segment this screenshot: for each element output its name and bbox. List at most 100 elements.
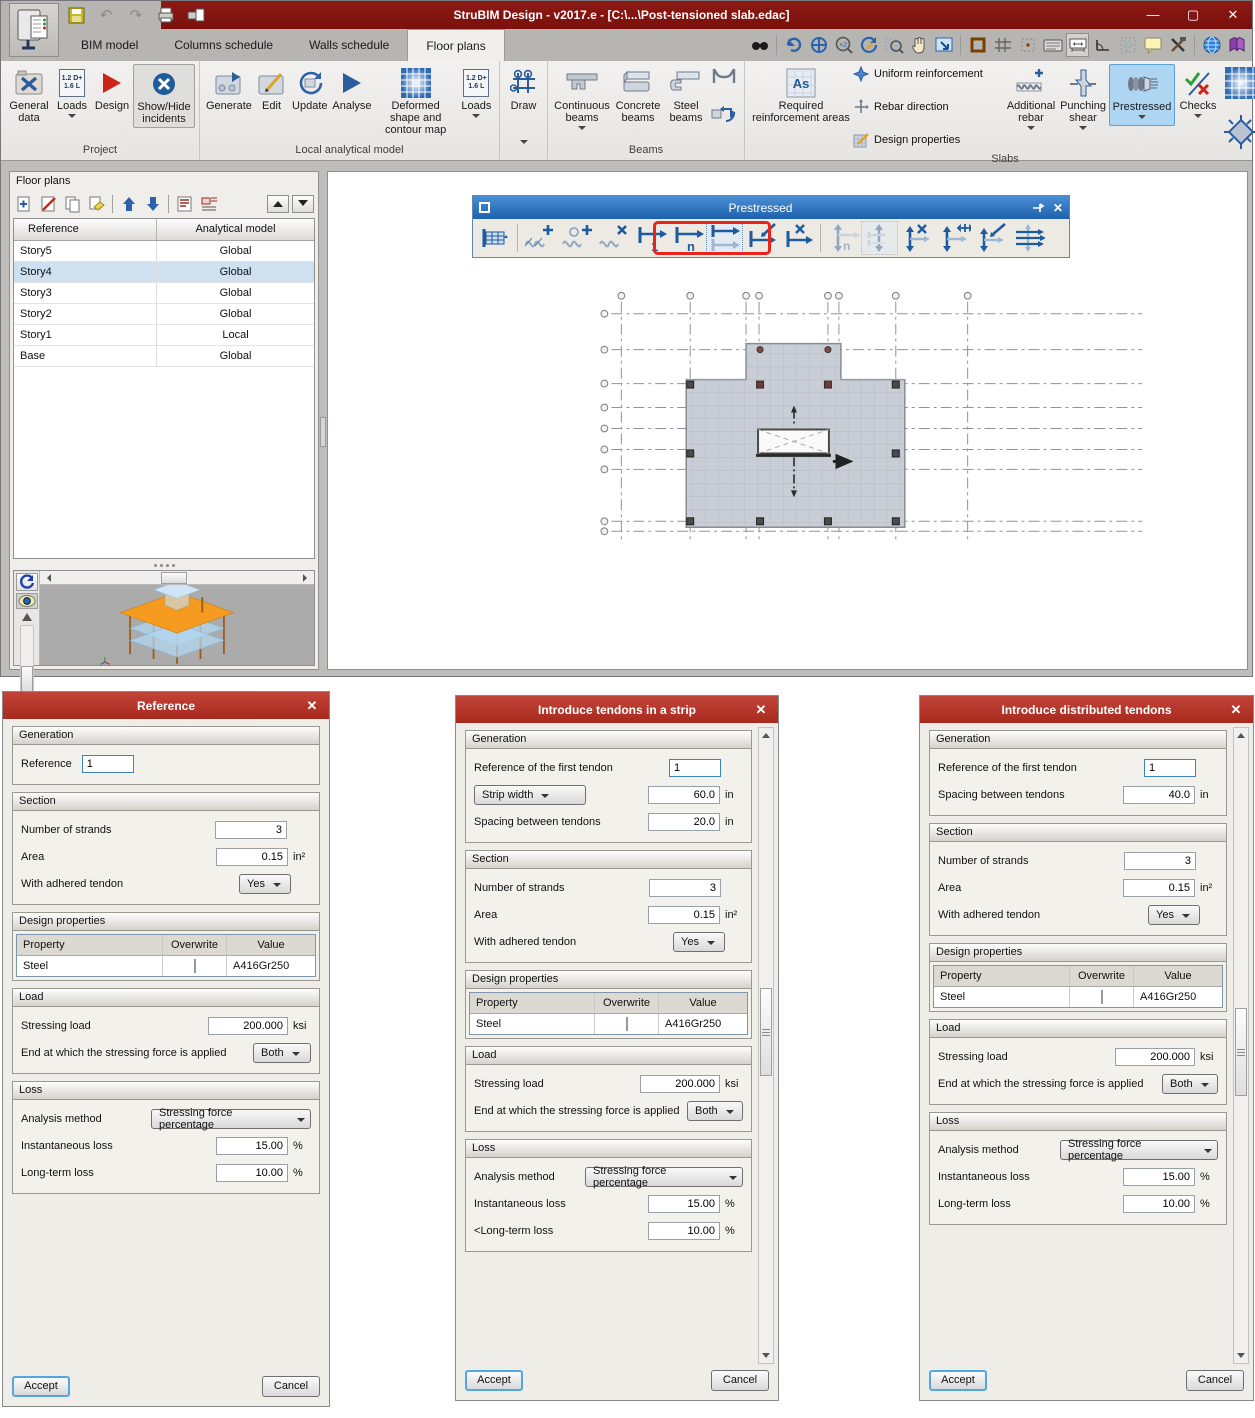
draw-button[interactable]: Draw: [504, 64, 543, 114]
close-icon[interactable]: ✕: [306, 698, 318, 713]
vertical-splitter[interactable]: [319, 171, 327, 670]
send-to-window-icon[interactable]: [932, 33, 955, 57]
transverse-move-icon[interactable]: [935, 221, 972, 255]
tab-walls-schedule[interactable]: Walls schedule: [309, 38, 390, 52]
update-button[interactable]: Update: [289, 64, 330, 114]
expand-panel-button[interactable]: [292, 194, 314, 213]
delete-floor-icon[interactable]: [86, 193, 107, 214]
end-dropdown[interactable]: Both: [253, 1042, 311, 1063]
zoom-scale-icon[interactable]: ×2: [832, 33, 855, 57]
deformed-shape-button[interactable]: Deformed shape and contour map: [374, 64, 458, 138]
dialog-titlebar[interactable]: Reference ✕: [3, 692, 329, 719]
tab-bim-model[interactable]: BIM model: [81, 38, 139, 52]
area-input[interactable]: [648, 905, 720, 924]
tab-floor-plans[interactable]: Floor plans: [407, 29, 505, 61]
transverse-delete-icon[interactable]: [898, 221, 935, 255]
copy-floor-icon[interactable]: [62, 193, 83, 214]
overwrite-checkbox[interactable]: [193, 959, 196, 973]
general-data-button[interactable]: General data: [5, 64, 53, 126]
preview-horizontal-scrollbar[interactable]: [40, 571, 314, 585]
instantaneous-loss-input[interactable]: [216, 1136, 288, 1155]
continuous-beams-button[interactable]: Continuous beams: [552, 64, 612, 136]
tendon-delete-icon[interactable]: [780, 221, 817, 255]
column-header-reference[interactable]: Reference: [14, 219, 157, 240]
adhered-tendon-dropdown[interactable]: Yes: [1148, 904, 1200, 925]
prestressed-toolbar-titlebar[interactable]: Prestressed ✕: [473, 196, 1069, 219]
rebar-direction-button[interactable]: Rebar direction: [853, 99, 1005, 115]
stressing-load-input[interactable]: [208, 1016, 288, 1035]
area-input[interactable]: [216, 847, 288, 866]
zoom-previous-icon[interactable]: [782, 33, 805, 57]
table-row[interactable]: Base Global: [14, 346, 314, 367]
adhered-tendon-dropdown[interactable]: Yes: [673, 931, 725, 952]
dialog-titlebar[interactable]: Introduce distributed tendons ✕: [920, 696, 1253, 723]
checks-button[interactable]: Checks: [1175, 64, 1221, 124]
pin-icon[interactable]: [1031, 202, 1045, 214]
concrete-beams-button[interactable]: Concrete beams: [612, 64, 664, 126]
additional-rebar-button[interactable]: Additional rebar: [1005, 64, 1057, 136]
scrollbar-thumb[interactable]: [20, 666, 33, 692]
drawing-canvas[interactable]: Prestressed ✕ 1 n n: [327, 171, 1248, 670]
print-preview-icon[interactable]: [185, 4, 207, 26]
table-row[interactable]: Story3 Global: [14, 283, 314, 304]
transverse-one-icon[interactable]: [861, 221, 898, 255]
overwrite-checkbox[interactable]: [1100, 990, 1103, 1004]
strip-width-input[interactable]: [648, 785, 720, 804]
keyboard-icon[interactable]: [1041, 33, 1064, 57]
uniform-reinforcement-button[interactable]: Uniform reinforcement: [853, 66, 1005, 82]
dialog-titlebar[interactable]: Introduce tendons in a strip ✕: [456, 696, 778, 723]
accept-button[interactable]: Accept: [465, 1370, 523, 1391]
transverse-edit-icon[interactable]: [972, 221, 1009, 255]
chevron-down-icon[interactable]: [519, 140, 528, 160]
analysis-method-dropdown[interactable]: Stressing force percentage: [585, 1165, 743, 1189]
scroll-up-icon[interactable]: [21, 613, 32, 621]
search-icon[interactable]: [748, 33, 771, 57]
table-row[interactable]: Story2 Global: [14, 304, 314, 325]
comment-icon[interactable]: [1141, 33, 1164, 57]
instantaneous-loss-input[interactable]: [648, 1194, 720, 1213]
visibility-icon[interactable]: [15, 593, 38, 609]
analysis-method-dropdown[interactable]: Stressing force percentage: [1060, 1138, 1218, 1162]
save-icon[interactable]: [65, 4, 87, 26]
scroll-right-icon[interactable]: [303, 573, 311, 582]
toolbar-close-icon[interactable]: ✕: [1052, 200, 1063, 215]
cancel-button[interactable]: Cancel: [262, 1376, 320, 1397]
move-up-icon[interactable]: [118, 193, 139, 214]
print-icon[interactable]: [155, 4, 177, 26]
splitter-grip[interactable]: [320, 417, 326, 447]
end-dropdown[interactable]: Both: [1162, 1073, 1218, 1094]
undo-icon[interactable]: ↶: [99, 7, 113, 24]
rotate-view-icon[interactable]: [15, 573, 38, 591]
maximize-button[interactable]: ▢: [1186, 7, 1200, 22]
dxf-layers-icon[interactable]: [198, 193, 219, 214]
first-tendon-reference-input[interactable]: [669, 758, 721, 777]
table-row-selected[interactable]: Story4 Global: [14, 262, 314, 283]
expand-slab-icon[interactable]: [1223, 114, 1255, 150]
redo-icon[interactable]: ↷: [129, 7, 143, 24]
angle-icon[interactable]: [1091, 33, 1114, 57]
tendon-table-icon[interactable]: [477, 221, 514, 255]
building-3d-render[interactable]: [40, 585, 314, 665]
scroll-up-icon[interactable]: [1235, 729, 1247, 741]
steel-beams-button[interactable]: Steel beams: [664, 64, 708, 126]
web-icon[interactable]: [1200, 33, 1223, 57]
panel-splitter-handle[interactable]: [10, 561, 318, 570]
tab-columns-schedule[interactable]: Columns schedule: [174, 38, 274, 52]
add-floor-icon[interactable]: [14, 193, 35, 214]
local-loads-button[interactable]: 1.2 D+ 1.6 L Loads: [458, 64, 495, 124]
show-hide-incidents-button[interactable]: Show/Hide incidents: [133, 64, 195, 128]
longterm-loss-input[interactable]: [216, 1163, 288, 1182]
adhered-tendon-dropdown[interactable]: Yes: [239, 873, 291, 894]
collapse-panel-button[interactable]: [267, 194, 289, 213]
dxf-import-icon[interactable]: [174, 193, 195, 214]
reference-input[interactable]: [81, 754, 134, 773]
loads-button[interactable]: 1.2 D+ 1.6 L Loads: [53, 64, 91, 124]
steel-value[interactable]: A416Gr250: [1140, 991, 1197, 1003]
scrollbar-thumb[interactable]: [161, 571, 187, 584]
rotate-section-icon[interactable]: [710, 102, 738, 124]
accept-button[interactable]: Accept: [929, 1370, 987, 1391]
strands-input[interactable]: [649, 878, 721, 897]
close-icon[interactable]: ✕: [1230, 702, 1242, 717]
tendon-spacing-input[interactable]: [1123, 785, 1195, 804]
close-icon[interactable]: ✕: [755, 702, 767, 717]
